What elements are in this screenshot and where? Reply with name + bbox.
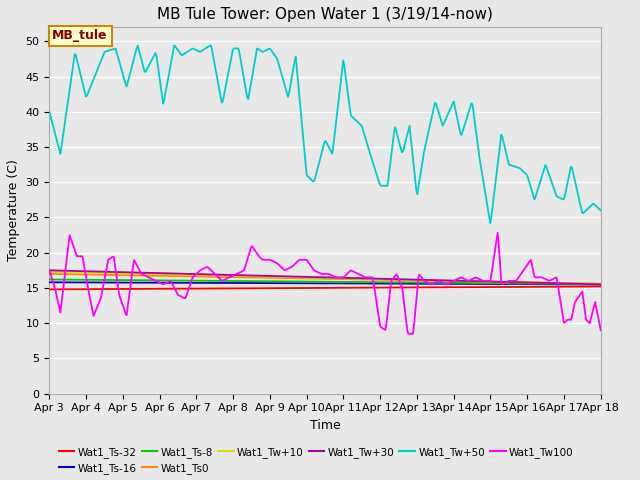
- Legend: Wat1_Ts-32, Wat1_Ts-16, Wat1_Ts-8, Wat1_Ts0, Wat1_Tw+10, Wat1_Tw+30, Wat1_Tw+50,: Wat1_Ts-32, Wat1_Ts-16, Wat1_Ts-8, Wat1_…: [54, 443, 578, 478]
- Title: MB Tule Tower: Open Water 1 (3/19/14-now): MB Tule Tower: Open Water 1 (3/19/14-now…: [157, 7, 493, 22]
- Y-axis label: Temperature (C): Temperature (C): [7, 159, 20, 262]
- Text: MB_tule: MB_tule: [52, 29, 108, 42]
- X-axis label: Time: Time: [310, 419, 340, 432]
